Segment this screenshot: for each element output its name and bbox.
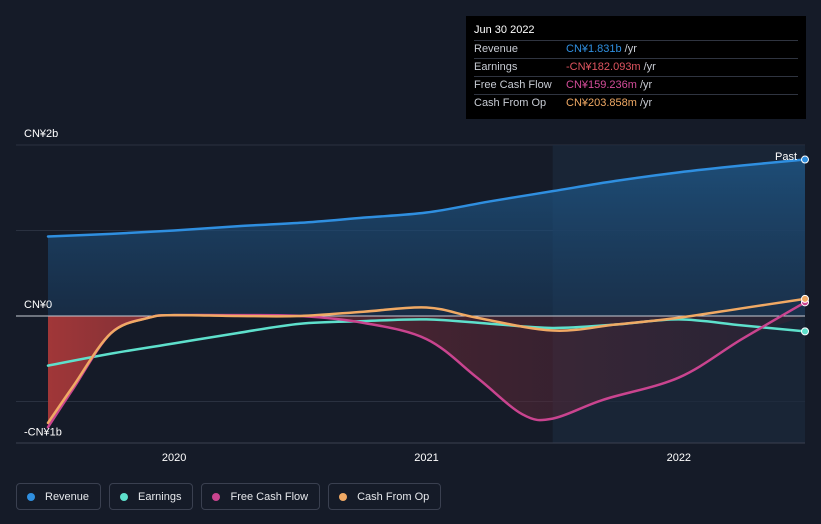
tooltip-value: -CN¥182.093m/yr: [566, 61, 656, 73]
tooltip-row-earnings: Earnings -CN¥182.093m/yr: [474, 59, 798, 77]
tooltip-unit: /yr: [639, 97, 653, 109]
y-label-2: -CN¥1b: [24, 427, 62, 439]
series-endpoints: [801, 155, 809, 336]
legend-dot-icon: [339, 492, 348, 501]
legend-revenue[interactable]: Revenue: [16, 483, 102, 510]
legend-label: Revenue: [45, 490, 90, 503]
series-lines: [46, 158, 807, 429]
revenue-endpoint: [801, 155, 809, 164]
legend-dot-icon: [27, 492, 35, 501]
tooltip-date: Jun 30 2022: [474, 22, 798, 41]
x-label-2020: 2020: [162, 452, 186, 464]
earnings-endpoint: [801, 327, 809, 336]
tooltip-label: Earnings: [474, 61, 518, 73]
x-label-2021: 2021: [414, 452, 438, 464]
tooltip-unit: /yr: [643, 61, 656, 73]
tooltip-row-revenue: Revenue CN¥1.831b/yr: [474, 41, 798, 59]
tooltip-row-cash-from-op: Cash From Op CN¥203.858m/yr: [474, 95, 798, 112]
tooltip-label: Free Cash Flow: [474, 79, 552, 91]
tooltip-label: Revenue: [474, 43, 519, 55]
legend-label: Earnings: [138, 490, 182, 503]
x-axis-labels: 2020 2021 2022: [162, 452, 691, 464]
legend-free-cash-flow[interactable]: Free Cash Flow: [201, 483, 321, 510]
tooltip-value: CN¥1.831b/yr: [566, 43, 637, 55]
x-label-2022: 2022: [667, 452, 691, 464]
earnings-line: [46, 318, 807, 367]
tooltip: Jun 30 2022 Revenue CN¥1.831b/yr Earnings -…: [466, 16, 806, 119]
cash-from-op-line: [46, 297, 807, 425]
tooltip-row-free-cash-flow: Free Cash Flow CN¥159.236m/yr: [474, 77, 798, 95]
legend-label: Cash From Op: [357, 490, 430, 503]
y-axis-labels: CN¥2b CN¥0 -CN¥1b: [24, 128, 62, 439]
tooltip-unit: /yr: [639, 79, 653, 91]
tooltip-value: CN¥203.858m/yr: [566, 97, 653, 109]
tooltip-label: Cash From Op: [474, 97, 547, 109]
tooltip-value: CN¥159.236m/yr: [566, 79, 653, 91]
y-label-1: CN¥0: [24, 299, 52, 311]
cash-from-op-endpoint: [801, 294, 809, 303]
revenue-line: [46, 158, 807, 238]
revenue-area: [48, 159, 805, 316]
y-label-0: CN¥2b: [24, 128, 58, 140]
past-label: Past: [775, 151, 797, 163]
negative-area: [48, 315, 805, 428]
legend-dot-icon: [212, 492, 221, 501]
tooltip-unit: /yr: [624, 43, 637, 55]
legend: Revenue Earnings Free Cash Flow Cash From O…: [16, 483, 442, 510]
legend-cash-from-op[interactable]: Cash From Op: [328, 483, 442, 510]
legend-label: Free Cash Flow: [230, 490, 309, 503]
legend-dot-icon: [120, 492, 129, 501]
legend-earnings[interactable]: Earnings: [109, 483, 194, 510]
